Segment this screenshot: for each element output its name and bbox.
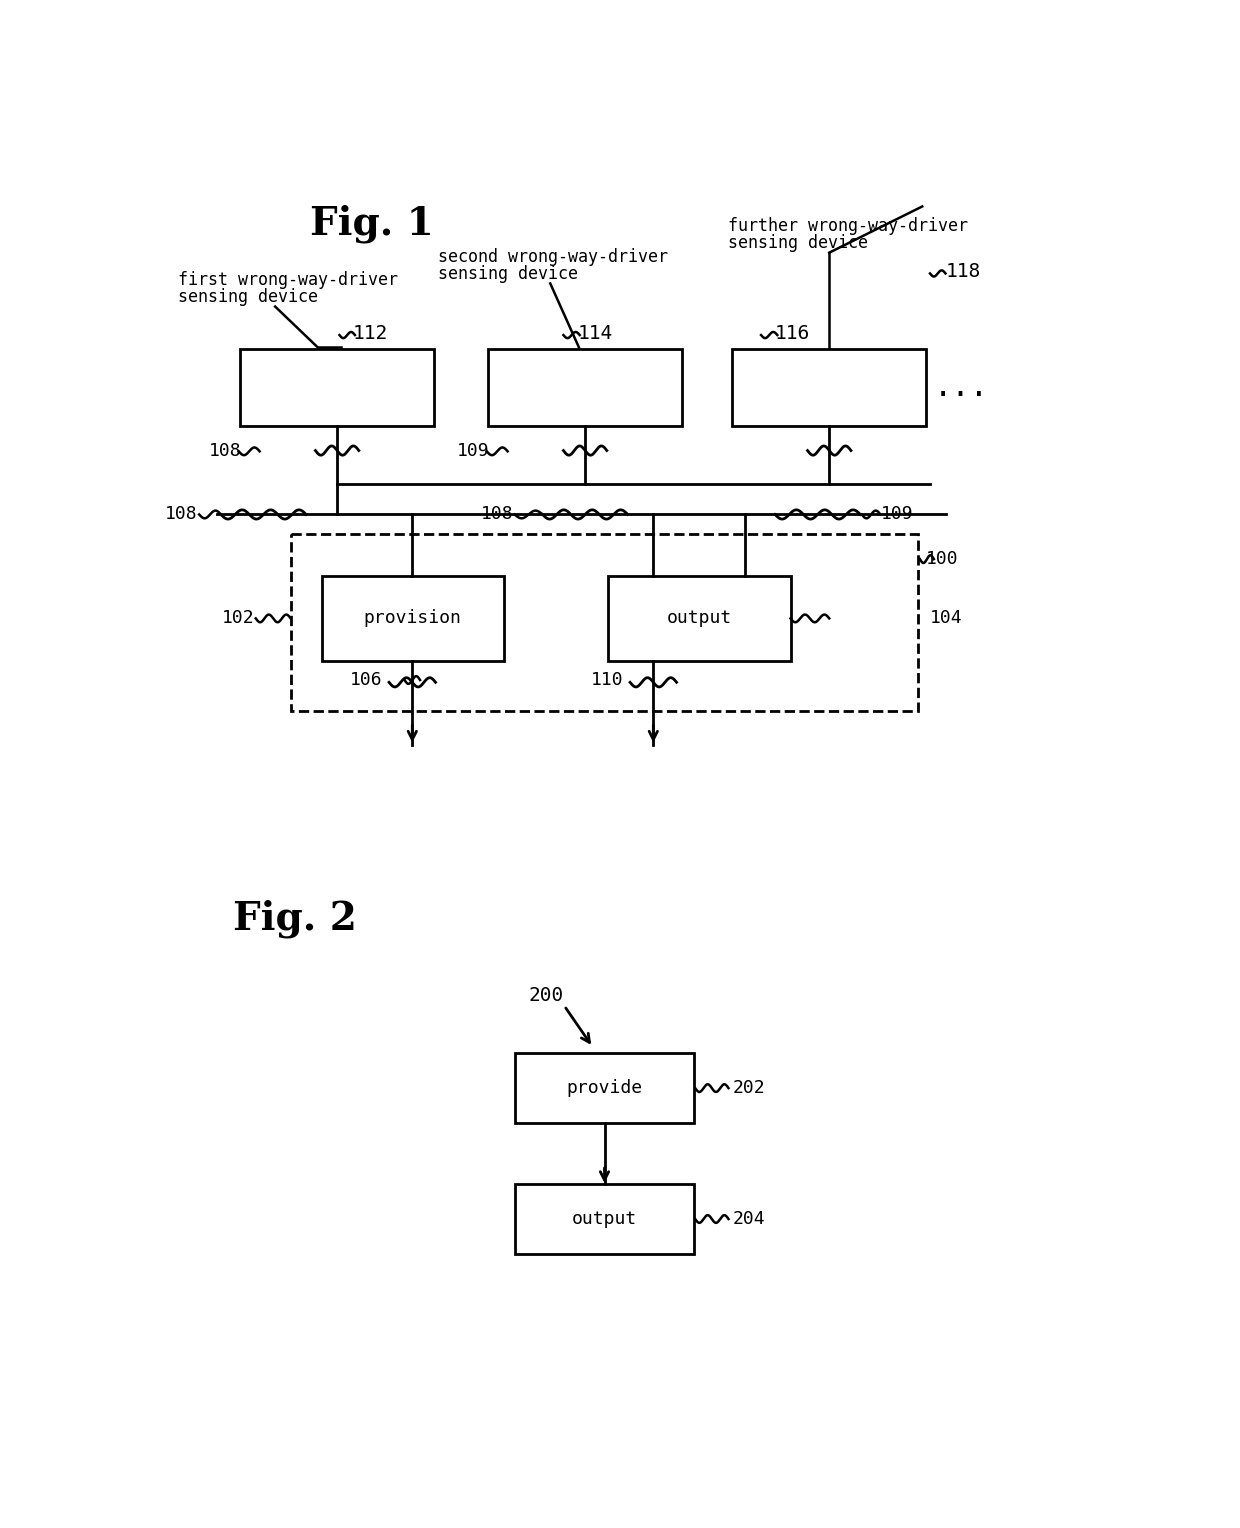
FancyBboxPatch shape: [241, 348, 434, 426]
Text: 109: 109: [458, 442, 490, 460]
Text: 114: 114: [578, 324, 613, 342]
Text: 102: 102: [222, 610, 254, 628]
Text: further wrong-way-driver: further wrong-way-driver: [729, 217, 968, 235]
Text: 100: 100: [926, 550, 959, 568]
Text: 204: 204: [733, 1210, 765, 1229]
Text: output: output: [666, 610, 732, 628]
FancyBboxPatch shape: [516, 1053, 693, 1123]
Text: 110: 110: [591, 671, 624, 689]
Text: 106: 106: [350, 671, 383, 689]
Text: ...: ...: [934, 373, 990, 402]
Text: 108: 108: [165, 506, 197, 524]
FancyBboxPatch shape: [290, 533, 919, 711]
Text: 202: 202: [733, 1079, 765, 1097]
Text: provision: provision: [363, 610, 461, 628]
Text: 112: 112: [352, 324, 388, 342]
FancyBboxPatch shape: [321, 576, 503, 660]
Text: 108: 108: [480, 506, 513, 524]
FancyBboxPatch shape: [489, 348, 682, 426]
Text: sensing device: sensing device: [729, 234, 868, 252]
Text: first wrong-way-driver: first wrong-way-driver: [179, 270, 398, 289]
FancyBboxPatch shape: [733, 348, 926, 426]
Text: 118: 118: [945, 263, 981, 281]
FancyBboxPatch shape: [609, 576, 791, 660]
Text: second wrong-way-driver: second wrong-way-driver: [438, 248, 668, 266]
Text: Fig. 1: Fig. 1: [310, 205, 434, 243]
Text: 109: 109: [880, 506, 913, 524]
Text: 108: 108: [210, 442, 242, 460]
Text: sensing device: sensing device: [179, 289, 319, 306]
FancyBboxPatch shape: [516, 1184, 693, 1253]
Text: Fig. 2: Fig. 2: [233, 900, 356, 938]
Text: sensing device: sensing device: [438, 266, 578, 283]
Text: 104: 104: [930, 610, 962, 628]
Text: output: output: [572, 1210, 637, 1229]
Text: provide: provide: [567, 1079, 642, 1097]
Text: 116: 116: [775, 324, 810, 342]
Text: 200: 200: [528, 986, 564, 1005]
